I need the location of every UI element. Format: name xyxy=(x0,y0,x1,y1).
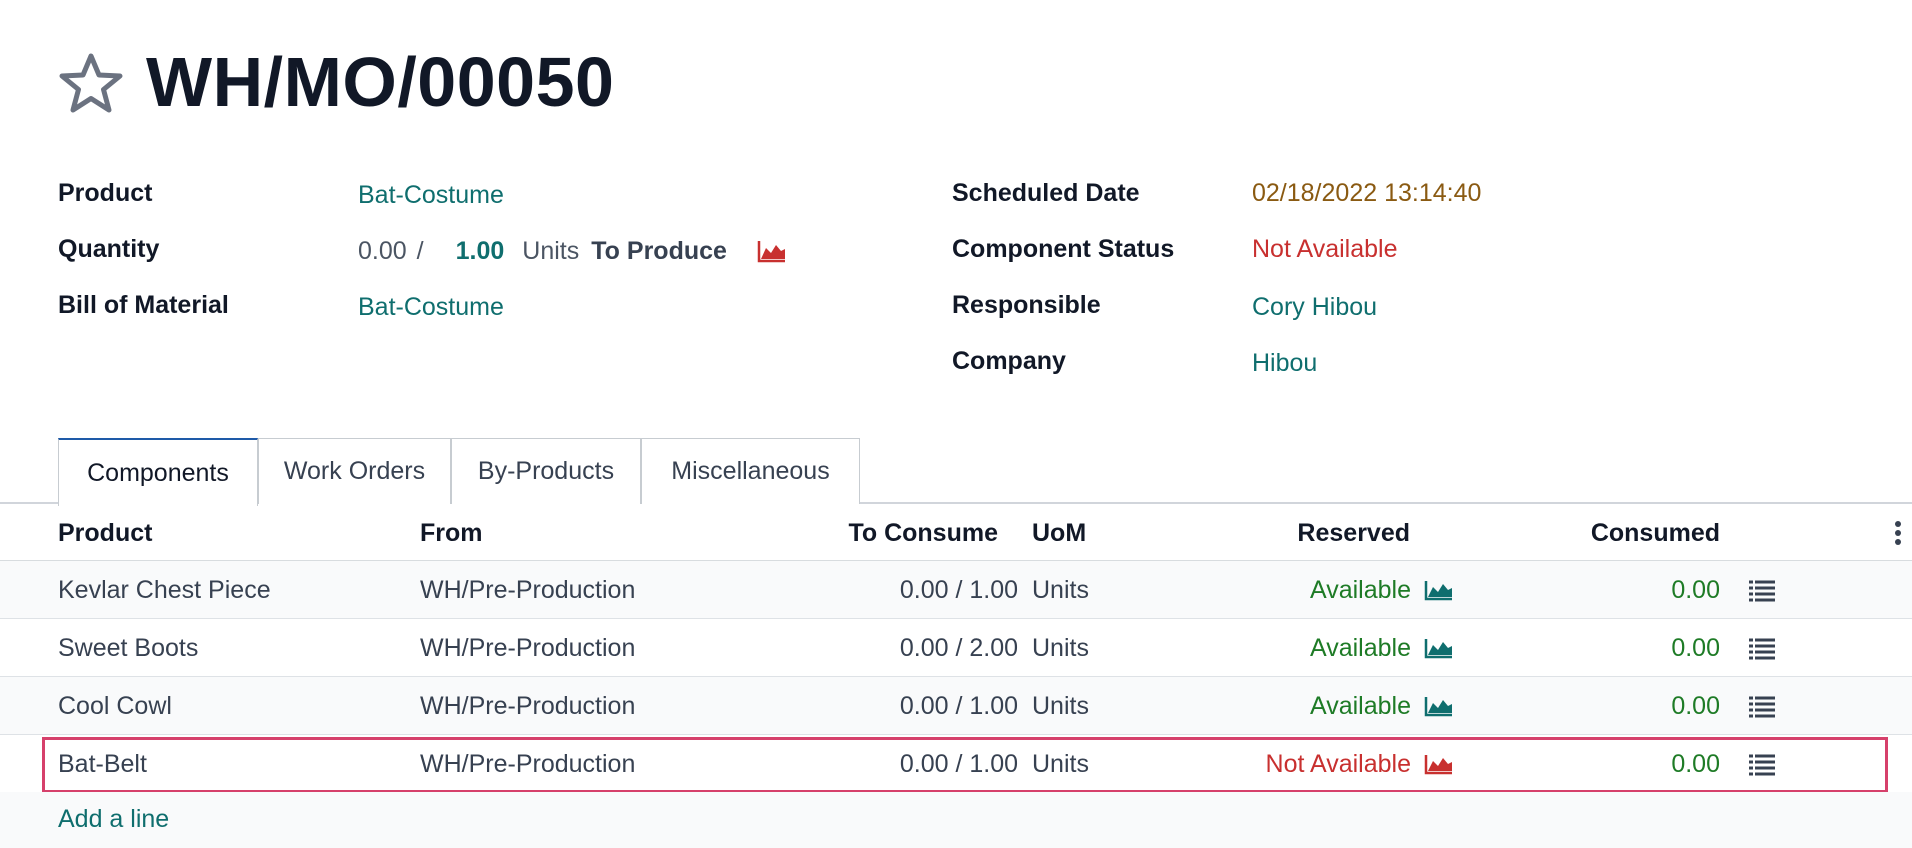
cell-to-consume[interactable]: 0.00 / 1.00 xyxy=(899,576,1018,604)
forecast-area-chart-icon[interactable] xyxy=(1424,695,1454,717)
bom-label: Bill of Material xyxy=(58,291,229,319)
cell-uom[interactable]: Units xyxy=(1032,576,1089,604)
quantity-field: 0.00 / 1.00 Units To Produce xyxy=(358,236,787,266)
cell-consumed[interactable]: 0.00 xyxy=(1671,692,1720,720)
quantity-label: Quantity xyxy=(58,235,160,263)
forecast-area-chart-icon[interactable] xyxy=(1424,637,1454,659)
column-header-from[interactable]: From xyxy=(420,519,483,547)
scheduled-date-label: Scheduled Date xyxy=(952,179,1140,207)
optional-columns-kebab-icon[interactable] xyxy=(1894,520,1902,546)
cell-from[interactable]: WH/Pre-Production xyxy=(420,634,636,662)
forecast-area-chart-icon[interactable] xyxy=(757,239,787,263)
column-header-product[interactable]: Product xyxy=(58,519,153,547)
column-header-reserved[interactable]: Reserved xyxy=(1297,519,1410,547)
column-header-to-consume[interactable]: To Consume xyxy=(848,519,998,547)
bom-value-link[interactable]: Bat-Costume xyxy=(358,293,504,321)
table-header-divider xyxy=(0,560,1912,561)
cell-reserved-status: Available xyxy=(1309,576,1411,604)
table-row[interactable] xyxy=(42,737,1888,793)
cell-reserved-status: Available xyxy=(1309,692,1411,720)
column-header-consumed[interactable]: Consumed xyxy=(1590,519,1720,547)
cell-product[interactable]: Kevlar Chest Piece xyxy=(58,576,271,604)
scheduled-date-value[interactable]: 02/18/2022 13:14:40 xyxy=(1252,179,1482,207)
product-value-link[interactable]: Bat-Costume xyxy=(358,181,504,209)
cell-consumed[interactable]: 0.00 xyxy=(1671,576,1720,604)
table-footer xyxy=(0,792,1912,848)
responsible-label: Responsible xyxy=(952,291,1101,319)
favorite-star-icon[interactable] xyxy=(58,52,124,114)
cell-uom[interactable]: Units xyxy=(1032,634,1089,662)
cell-uom[interactable]: Units xyxy=(1032,692,1089,720)
quantity-to-produce[interactable]: 1.00 xyxy=(455,237,505,265)
tab-bar-divider xyxy=(0,502,1912,504)
detailed-operations-list-icon[interactable] xyxy=(1748,754,1776,776)
responsible-value-link[interactable]: Cory Hibou xyxy=(1252,293,1378,321)
detailed-operations-list-icon[interactable] xyxy=(1748,580,1776,602)
cell-reserved-status: Not Available xyxy=(1265,750,1411,778)
quantity-uom: Units xyxy=(522,237,580,265)
forecast-area-chart-icon[interactable] xyxy=(1424,579,1454,601)
tab-miscellaneous[interactable]: Miscellaneous xyxy=(641,438,860,504)
table-row[interactable] xyxy=(0,561,1912,619)
cell-to-consume[interactable]: 0.00 / 1.00 xyxy=(899,692,1018,720)
cell-reserved-status: Available xyxy=(1309,634,1411,662)
record-title: WH/MO/00050 xyxy=(146,43,615,121)
detailed-operations-list-icon[interactable] xyxy=(1748,696,1776,718)
cell-consumed[interactable]: 0.00 xyxy=(1671,750,1720,778)
column-header-uom[interactable]: UoM xyxy=(1032,519,1087,547)
cell-from[interactable]: WH/Pre-Production xyxy=(420,750,636,778)
cell-uom[interactable]: Units xyxy=(1032,750,1089,778)
detailed-operations-list-icon[interactable] xyxy=(1748,638,1776,660)
quantity-produced: 0.00 xyxy=(358,237,407,265)
company-label: Company xyxy=(952,347,1066,375)
quantity-suffix: To Produce xyxy=(591,237,727,265)
company-value-link[interactable]: Hibou xyxy=(1252,349,1318,377)
cell-consumed[interactable]: 0.00 xyxy=(1671,634,1720,662)
cell-to-consume[interactable]: 0.00 / 1.00 xyxy=(899,750,1018,778)
quantity-separator: / xyxy=(416,237,424,265)
forecast-area-chart-icon[interactable] xyxy=(1424,753,1454,775)
cell-from[interactable]: WH/Pre-Production xyxy=(420,576,636,604)
tab-work-orders[interactable]: Work Orders xyxy=(258,438,451,504)
tab-components[interactable]: Components xyxy=(58,438,258,506)
cell-from[interactable]: WH/Pre-Production xyxy=(420,692,636,720)
cell-product[interactable]: Bat-Belt xyxy=(58,750,147,778)
component-status-label: Component Status xyxy=(952,235,1175,263)
table-row[interactable] xyxy=(0,677,1912,735)
add-line-link[interactable]: Add a line xyxy=(58,805,170,833)
tab-by-products[interactable]: By-Products xyxy=(451,438,641,504)
component-status-value: Not Available xyxy=(1252,235,1398,263)
table-row[interactable] xyxy=(0,619,1912,677)
cell-product[interactable]: Sweet Boots xyxy=(58,634,199,662)
cell-product[interactable]: Cool Cowl xyxy=(58,692,172,720)
product-label: Product xyxy=(58,179,153,207)
cell-to-consume[interactable]: 0.00 / 2.00 xyxy=(899,634,1018,662)
